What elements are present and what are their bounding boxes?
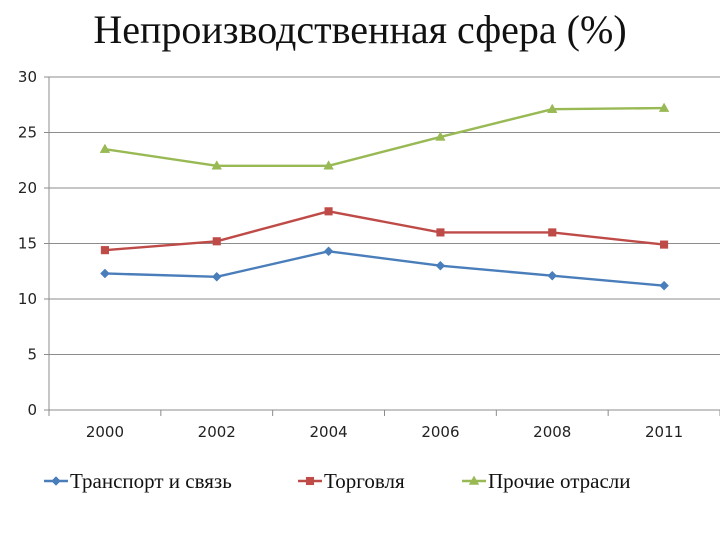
chart-title: Непроизводственная сфера (%) <box>93 7 627 52</box>
series-1 <box>100 246 669 291</box>
legend-item: Торговля <box>298 469 405 493</box>
data-point <box>211 160 222 170</box>
legend: Транспорт и связь Торговля Прочие отрасли <box>44 469 631 493</box>
data-point <box>660 240 669 249</box>
series-line <box>104 106 665 168</box>
y-tick-label: 25 <box>18 124 37 142</box>
legend-marker <box>468 475 480 485</box>
data-point <box>324 207 333 216</box>
legend-marker <box>51 476 61 486</box>
legend-marker <box>305 476 315 486</box>
x-tick-label: 2006 <box>421 423 459 441</box>
data-point <box>658 102 670 112</box>
y-tick-label: 20 <box>18 179 37 197</box>
data-point <box>659 280 669 291</box>
series-line <box>104 250 665 287</box>
y-tick-label: 0 <box>27 401 37 419</box>
x-tick-label: 2004 <box>309 423 347 441</box>
y-tick-label: 5 <box>27 346 37 364</box>
legend-item: Прочие отрасли <box>462 469 631 493</box>
legend-label: Торговля <box>324 469 405 493</box>
x-tick-label: 2008 <box>533 423 571 441</box>
gridlines <box>49 76 720 355</box>
x-tick-label: 2002 <box>198 423 236 441</box>
data-point <box>323 246 334 257</box>
y-tick-label: 10 <box>18 290 37 308</box>
series-3 <box>99 102 670 170</box>
data-point <box>100 246 109 255</box>
data-point <box>100 268 110 279</box>
series-2 <box>100 207 669 255</box>
axes: 0 5 10 15 20 25 30 2000 2002 2004 2006 2008 2011 <box>18 68 720 441</box>
y-tick-label: 30 <box>18 68 37 86</box>
legend-label: Транспорт и связь <box>70 469 232 493</box>
data-point <box>99 143 111 153</box>
series-line <box>104 210 665 252</box>
y-tick-label: 15 <box>18 235 37 253</box>
x-tick-label: 2000 <box>86 423 124 441</box>
data-point <box>436 228 445 237</box>
data-point <box>435 260 446 271</box>
legend-label: Прочие отрасли <box>488 469 631 493</box>
legend-item: Транспорт и связь <box>44 469 232 493</box>
data-point <box>435 131 446 141</box>
data-point <box>548 228 557 237</box>
data-point <box>212 237 221 246</box>
data-point <box>323 160 334 170</box>
series-lines <box>99 102 670 291</box>
data-point <box>547 270 558 281</box>
x-tick-label: 2011 <box>645 423 683 441</box>
data-point <box>211 271 222 282</box>
data-point <box>547 103 558 113</box>
